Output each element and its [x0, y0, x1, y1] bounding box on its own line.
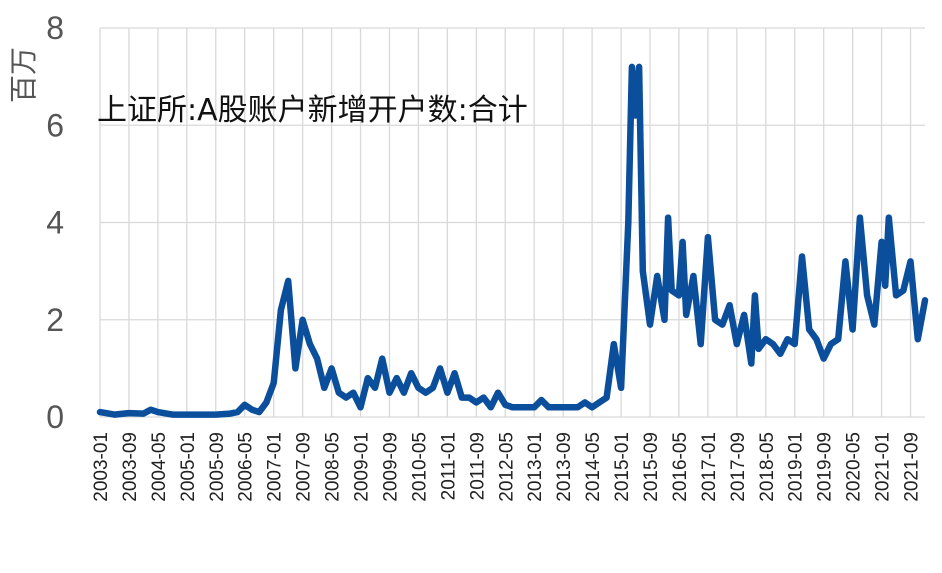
x-tick-label: 2014-05 [583, 432, 604, 502]
x-tick-label: 2006-05 [236, 432, 257, 502]
x-tick-label: 2005-01 [178, 432, 199, 502]
chart-title: 上证所:A股账户新增开户数:合计 [97, 93, 528, 128]
x-tick-label: 2007-01 [265, 432, 286, 502]
y-tick-label: 0 [46, 399, 64, 435]
x-tick-label: 2008-05 [323, 432, 344, 502]
x-tick-label: 2013-09 [554, 432, 575, 502]
y-tick-label: 8 [46, 10, 64, 46]
x-tick-label: 2020-05 [844, 432, 865, 502]
y-axis-label: 百万 [7, 47, 40, 103]
gridlines [99, 27, 925, 418]
x-tick-label: 2017-09 [728, 432, 749, 502]
y-tick-label: 4 [46, 205, 64, 241]
x-tick-label: 2003-01 [91, 432, 112, 502]
x-tick-label: 2005-09 [207, 432, 228, 502]
x-tick-label: 2018-05 [757, 432, 778, 502]
series-line [96, 63, 929, 418]
x-axis: 2003-01 2003-09 2004-05 2005-01 2005-09 2006-… [91, 432, 923, 502]
x-tick-label: 2009-01 [352, 432, 373, 502]
x-tick-label: 2009-09 [380, 432, 401, 502]
y-tick-label: 2 [46, 302, 64, 338]
x-tick-label: 2019-01 [786, 432, 807, 502]
x-tick-label: 2004-05 [149, 432, 170, 502]
x-tick-label: 2012-05 [496, 432, 517, 502]
x-tick-label: 2007-09 [294, 432, 315, 502]
x-tick-label: 2021-09 [902, 432, 923, 502]
x-tick-label: 2017-01 [699, 432, 720, 502]
x-tick-label: 2010-05 [409, 432, 430, 502]
x-tick-label: 2003-09 [120, 432, 141, 502]
x-tick-label: 2016-05 [670, 432, 691, 502]
x-tick-label: 2015-09 [641, 432, 662, 502]
y-axis: 0 2 4 6 8 [46, 10, 64, 435]
x-tick-label: 2013-01 [525, 432, 546, 502]
x-tick-label: 2015-01 [612, 432, 633, 502]
x-tick-label: 2011-01 [438, 432, 459, 500]
x-tick-label: 2011-09 [467, 432, 488, 500]
x-tick-label: 2021-01 [873, 432, 894, 502]
y-tick-label: 6 [46, 107, 64, 143]
x-tick-label: 2019-09 [815, 432, 836, 502]
